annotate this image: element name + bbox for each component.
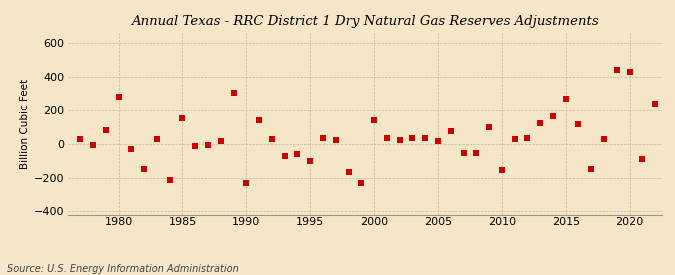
Point	[126, 147, 137, 151]
Point	[75, 137, 86, 141]
Point	[535, 121, 545, 125]
Point	[560, 96, 571, 101]
Point	[509, 137, 520, 141]
Point	[88, 142, 99, 147]
Point	[496, 168, 507, 172]
Point	[202, 142, 213, 147]
Point	[113, 95, 124, 99]
Point	[356, 181, 367, 186]
Point	[279, 153, 290, 158]
Point	[215, 138, 226, 143]
Point	[343, 169, 354, 174]
Point	[330, 138, 341, 142]
Point	[612, 68, 622, 72]
Point	[599, 137, 610, 141]
Point	[650, 102, 661, 107]
Point	[522, 136, 533, 140]
Title: Annual Texas - RRC District 1 Dry Natural Gas Reserves Adjustments: Annual Texas - RRC District 1 Dry Natura…	[131, 15, 598, 28]
Text: Source: U.S. Energy Information Administration: Source: U.S. Energy Information Administ…	[7, 264, 238, 274]
Point	[164, 178, 175, 182]
Point	[394, 138, 405, 142]
Point	[446, 129, 456, 134]
Point	[241, 181, 252, 186]
Point	[381, 136, 392, 140]
Point	[573, 122, 584, 126]
Point	[101, 128, 111, 133]
Point	[624, 70, 635, 74]
Point	[139, 167, 150, 171]
Y-axis label: Billion Cubic Feet: Billion Cubic Feet	[20, 79, 30, 169]
Point	[586, 167, 597, 171]
Point	[458, 151, 469, 155]
Point	[267, 137, 277, 141]
Point	[254, 117, 265, 122]
Point	[471, 151, 482, 155]
Point	[305, 158, 316, 163]
Point	[484, 125, 495, 129]
Point	[151, 137, 162, 141]
Point	[407, 136, 418, 140]
Point	[369, 118, 379, 123]
Point	[177, 116, 188, 120]
Point	[433, 138, 443, 143]
Point	[637, 157, 648, 161]
Point	[228, 90, 239, 95]
Point	[292, 152, 303, 156]
Point	[317, 136, 328, 140]
Point	[190, 143, 200, 148]
Point	[547, 114, 558, 119]
Point	[420, 136, 431, 140]
